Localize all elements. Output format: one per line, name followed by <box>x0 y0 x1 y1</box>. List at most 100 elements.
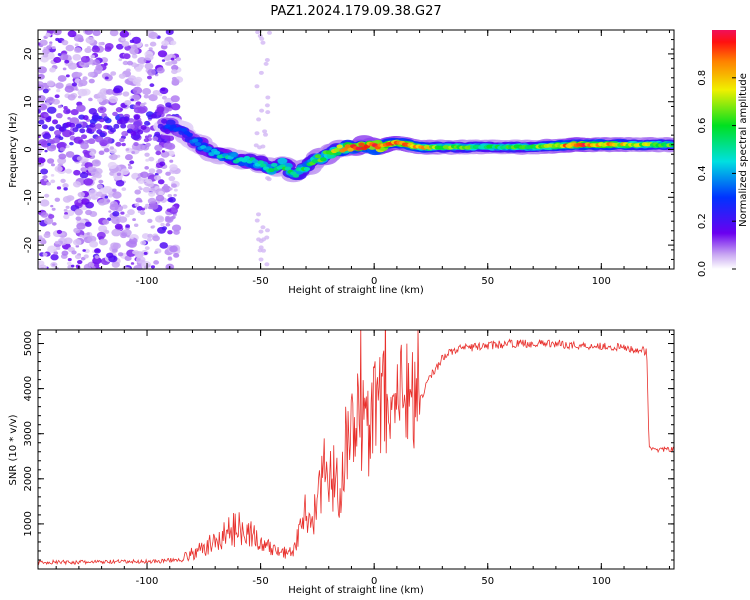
spectrogram-noise-blob <box>54 94 60 99</box>
spectrogram-x-tick-label: 100 <box>592 276 611 287</box>
spectrogram-noise-blob <box>136 206 143 211</box>
snr-x-tick-label: 100 <box>592 576 611 587</box>
spectrogram-noise-blob <box>167 194 173 198</box>
colorbar-tick-label: 0.0 <box>697 261 708 277</box>
spectrogram-noise-blob <box>169 164 178 171</box>
spectrogram-noise-blob <box>106 199 111 203</box>
spectrogram-noise-blob <box>56 246 61 250</box>
spectrogram-ridge-cell <box>150 113 157 119</box>
spectrogram-noise-blob <box>152 235 160 242</box>
spectrogram-noise-blob <box>43 113 49 118</box>
spectrogram-noise-blob <box>76 222 86 230</box>
spectrogram-x-label: Height of straight line (km) <box>288 285 424 296</box>
spectrogram-ridge-cell <box>194 142 202 147</box>
spectrogram-noise-blob <box>165 171 171 176</box>
spectrogram-noise-blob <box>146 178 153 184</box>
spectrogram-noise-blob <box>168 187 173 191</box>
spectrogram-ridge-cell <box>320 157 327 162</box>
snr-y-tick-label: 4000 <box>23 376 34 401</box>
spectrogram-ridge-cell <box>344 144 352 149</box>
spectrogram-noise-blob <box>145 203 150 207</box>
spectrogram-noise-blob <box>109 203 119 211</box>
spectrogram-noise-blob <box>64 212 68 216</box>
spectrogram-noise-blob <box>51 46 56 50</box>
spectrogram-ridge-cell <box>86 128 93 134</box>
spectrogram-noise-blob <box>264 58 270 63</box>
spectrogram-noise-blob <box>64 85 75 93</box>
spectrogram-noise-blob <box>260 40 266 45</box>
spectrogram-noise-blob <box>175 57 182 62</box>
spectrogram-noise-blob <box>171 64 179 71</box>
spectrogram-noise-blob <box>57 40 62 43</box>
spectrogram-ridge-cell <box>72 127 79 133</box>
spectrogram-noise-blob <box>264 228 270 233</box>
spectrogram-noise-blob <box>119 108 124 111</box>
spectrogram-noise-blob <box>116 172 122 176</box>
spectrogram-noise-blob <box>84 30 94 35</box>
colorbar-label: Normalized spectral amplitude <box>738 73 749 227</box>
spectrogram-noise-blob <box>134 202 140 207</box>
spectrogram-noise-blob <box>129 47 139 55</box>
spectrogram-noise-blob <box>62 67 67 71</box>
spectrogram-noise-blob <box>67 258 72 262</box>
spectrogram-noise-blob <box>77 259 83 265</box>
spectrogram-noise-blob <box>44 149 48 153</box>
spectrogram-noise-blob <box>161 40 169 47</box>
spectrogram-noise-blob <box>61 232 65 236</box>
spectrogram-noise-blob <box>53 30 62 36</box>
spectrogram-noise-blob <box>109 30 119 37</box>
spectrogram-noise-blob <box>125 148 130 151</box>
spectrogram-noise-blob <box>171 69 178 75</box>
spectrogram-noise-blob <box>148 31 158 40</box>
spectrogram-noise-blob <box>123 53 131 60</box>
spectrogram-noise-blob <box>50 163 55 167</box>
spectrogram-noise-blob <box>53 251 59 255</box>
spectrogram-noise-blob <box>145 158 150 162</box>
spectrogram-ridge-cell <box>113 123 120 129</box>
snr-x-tick-label: 50 <box>481 576 494 587</box>
spectrogram-noise-blob <box>102 98 110 104</box>
spectrogram-ridge-cell <box>200 145 207 150</box>
spectrogram-noise-blob <box>124 154 133 161</box>
spectrogram-noise-blob <box>121 204 128 209</box>
spectrogram-noise-blob <box>51 222 57 226</box>
spectrogram-noise-blob <box>133 223 139 227</box>
spectrogram-noise-blob <box>106 252 114 259</box>
spectrogram-noise-blob <box>73 34 84 42</box>
spectrogram-noise-blob <box>161 59 166 62</box>
snr-y-tick-label: 5000 <box>23 331 34 356</box>
spectrogram-noise-blob <box>259 108 265 113</box>
spectrogram-noise-blob <box>69 117 80 125</box>
spectrogram-noise-blob <box>39 39 48 46</box>
spectrogram-noise-blob <box>266 177 272 182</box>
spectrogram-noise-blob <box>89 240 99 248</box>
spectrogram-noise-blob <box>149 83 155 88</box>
snr-y-ticks: 1000 2000 3000 4000 5000 <box>23 331 674 570</box>
colorbar-tick-label: 0.8 <box>697 70 708 86</box>
spectrogram-noise-blob <box>131 44 138 49</box>
spectrogram-noise-blob <box>76 156 83 161</box>
spectrogram-noise-blob <box>121 130 129 137</box>
spectrogram-noise-blob <box>112 188 117 193</box>
spectrogram-noise-blob <box>63 108 71 115</box>
spectrogram-noise-blob <box>147 197 157 205</box>
spectrogram-noise-blob <box>148 156 155 162</box>
spectrogram-noise-blob <box>83 178 94 186</box>
spectrogram-noise-blob <box>98 41 103 46</box>
colorbar-tick-label: 0.6 <box>697 118 708 134</box>
spectrogram-noise-blob <box>134 66 143 72</box>
spectrogram-ridge-cell <box>355 146 362 151</box>
spectrogram-noise-blob <box>128 237 138 245</box>
spectrogram-noise-blob <box>254 131 260 136</box>
colorbar-ticks: 0.0 0.2 0.4 0.6 0.8 <box>697 70 736 277</box>
spectrogram-noise-blob <box>160 151 170 158</box>
snr-frame <box>37 329 675 570</box>
spectrogram-noise-blob <box>153 260 160 265</box>
spectrogram-noise-blob <box>104 195 109 199</box>
spectrogram-noise-blob <box>165 222 171 227</box>
spectrogram-ridge-cell <box>144 120 151 126</box>
spectrogram-ridge-cell <box>157 123 164 129</box>
spectrogram-noise-blob <box>145 142 151 147</box>
spectrogram-noise-blob <box>124 255 132 261</box>
